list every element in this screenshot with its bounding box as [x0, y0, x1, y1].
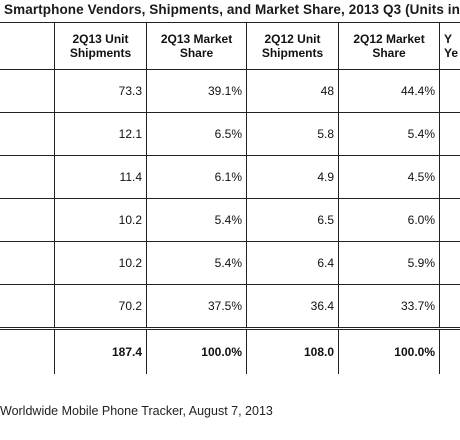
- shipments-2q12-cell: 5.8: [246, 112, 339, 156]
- header-row: 2Q13 Unit Shipments 2Q13 Market Share 2Q…: [0, 22, 460, 70]
- shipments-2q12-cell: 36.4: [246, 284, 339, 329]
- share-2q12-cell: 44.4%: [338, 69, 440, 113]
- yoy-cell: [439, 112, 460, 156]
- table-row: 70.2 37.5% 36.4 33.7%: [0, 284, 460, 329]
- yoy-cell: [439, 241, 460, 285]
- vendor-cell: [0, 69, 55, 113]
- share-2q12-cell: 33.7%: [338, 284, 440, 329]
- share-2q13-cell: 5.4%: [146, 241, 247, 285]
- table-row: 73.3 39.1% 48 44.4%: [0, 69, 460, 113]
- share-2q13-cell: 37.5%: [146, 284, 247, 329]
- total-share-2q13-cell: 100.0%: [146, 327, 247, 374]
- share-2q12-cell: 6.0%: [338, 198, 440, 242]
- vendor-cell: [0, 284, 55, 329]
- shipments-2q13-cell: 70.2: [54, 284, 147, 329]
- shipments-2q13-cell: 11.4: [54, 155, 147, 199]
- table-row: 11.4 6.1% 4.9 4.5%: [0, 155, 460, 199]
- shipments-2q13-cell: 10.2: [54, 241, 147, 285]
- share-2q13-cell: 6.5%: [146, 112, 247, 156]
- share-2q12-cell: 5.9%: [338, 241, 440, 285]
- total-label-cell: [0, 327, 55, 374]
- header-line: Ye: [444, 46, 459, 60]
- header-line: 2Q13 Market: [160, 32, 233, 46]
- vendor-cell: [0, 112, 55, 156]
- share-2q12-cell: 4.5%: [338, 155, 440, 199]
- yoy-cell: [439, 155, 460, 199]
- header-line: Shipments: [69, 46, 132, 60]
- total-yoy-cell: [439, 327, 460, 374]
- header-line: 2Q12 Market: [353, 32, 425, 46]
- yoy-cell: [439, 198, 460, 242]
- header-cell-2q13-shipments: 2Q13 Unit Shipments: [54, 22, 147, 70]
- table-row: 12.1 6.5% 5.8 5.4%: [0, 112, 460, 156]
- total-row: 187.4 100.0% 108.0 100.0%: [0, 327, 460, 374]
- header-cell-2q12-share: 2Q12 Market Share: [338, 22, 440, 70]
- yoy-cell: [439, 69, 460, 113]
- table-row: 10.2 5.4% 6.5 6.0%: [0, 198, 460, 242]
- share-2q13-cell: 6.1%: [146, 155, 247, 199]
- table-title: Smartphone Vendors, Shipments, and Marke…: [4, 2, 460, 17]
- yoy-cell: [439, 284, 460, 329]
- shipments-2q13-cell: 12.1: [54, 112, 147, 156]
- shipments-2q12-cell: 48: [246, 69, 339, 113]
- vendor-cell: [0, 155, 55, 199]
- total-shipments-2q13-cell: 187.4: [54, 327, 147, 374]
- total-share-2q12-cell: 100.0%: [338, 327, 440, 374]
- shipments-2q13-cell: 10.2: [54, 198, 147, 242]
- shipments-2q12-cell: 4.9: [246, 155, 339, 199]
- header-line: Shipments: [261, 46, 324, 60]
- header-cell-2q13-share: 2Q13 Market Share: [146, 22, 247, 70]
- source-note: Worldwide Mobile Phone Tracker, August 7…: [0, 404, 273, 418]
- header-cell-yoy: Y Ye: [439, 22, 460, 70]
- share-2q13-cell: 39.1%: [146, 69, 247, 113]
- shipments-2q13-cell: 73.3: [54, 69, 147, 113]
- total-shipments-2q12-cell: 108.0: [246, 327, 339, 374]
- header-line: Y: [444, 32, 453, 46]
- header-line: 2Q13 Unit: [72, 32, 129, 46]
- vendor-cell: [0, 241, 55, 285]
- share-2q12-cell: 5.4%: [338, 112, 440, 156]
- header-line: 2Q12 Unit: [264, 32, 321, 46]
- header-line: Share: [372, 46, 406, 60]
- vendor-cell: [0, 198, 55, 242]
- shipments-2q12-cell: 6.4: [246, 241, 339, 285]
- share-2q13-cell: 5.4%: [146, 198, 247, 242]
- header-cell-2q12-shipments: 2Q12 Unit Shipments: [246, 22, 339, 70]
- table-row: 10.2 5.4% 6.4 5.9%: [0, 241, 460, 285]
- shipments-2q12-cell: 6.5: [246, 198, 339, 242]
- shipments-table: 2Q13 Unit Shipments 2Q13 Market Share 2Q…: [0, 22, 460, 374]
- header-line: Share: [179, 46, 214, 60]
- table-viewport: 2Q13 Unit Shipments 2Q13 Market Share 2Q…: [0, 22, 460, 374]
- header-cell-vendor: [0, 22, 55, 70]
